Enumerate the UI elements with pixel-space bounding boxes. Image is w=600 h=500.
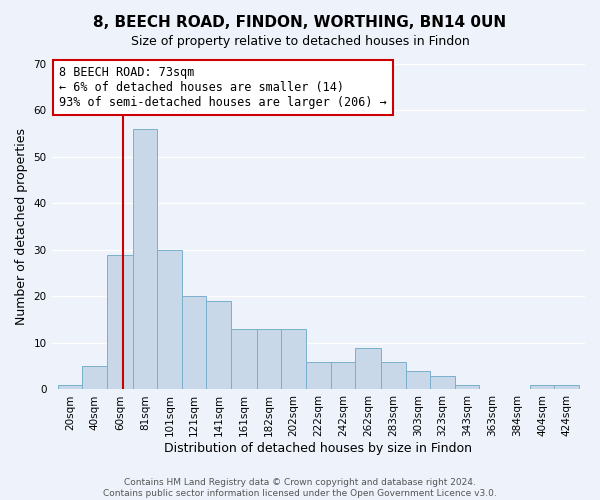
Bar [257,329,281,390]
Bar [182,296,206,390]
Text: Size of property relative to detached houses in Findon: Size of property relative to detached ho… [131,35,469,48]
Bar [430,376,455,390]
Bar [107,254,133,390]
Bar [554,385,579,390]
Bar [331,362,355,390]
Bar [58,385,82,390]
Bar [133,129,157,390]
Bar [306,362,331,390]
Bar [406,371,430,390]
Bar [157,250,182,390]
Text: 8 BEECH ROAD: 73sqm
← 6% of detached houses are smaller (14)
93% of semi-detache: 8 BEECH ROAD: 73sqm ← 6% of detached hou… [59,66,386,110]
X-axis label: Distribution of detached houses by size in Findon: Distribution of detached houses by size … [164,442,472,455]
Bar [281,329,306,390]
Bar [455,385,479,390]
Text: Contains HM Land Registry data © Crown copyright and database right 2024.
Contai: Contains HM Land Registry data © Crown c… [103,478,497,498]
Bar [82,366,107,390]
Bar [206,301,231,390]
Text: 8, BEECH ROAD, FINDON, WORTHING, BN14 0UN: 8, BEECH ROAD, FINDON, WORTHING, BN14 0U… [94,15,506,30]
Y-axis label: Number of detached properties: Number of detached properties [15,128,28,325]
Bar [355,348,381,390]
Bar [530,385,554,390]
Bar [381,362,406,390]
Bar [231,329,257,390]
